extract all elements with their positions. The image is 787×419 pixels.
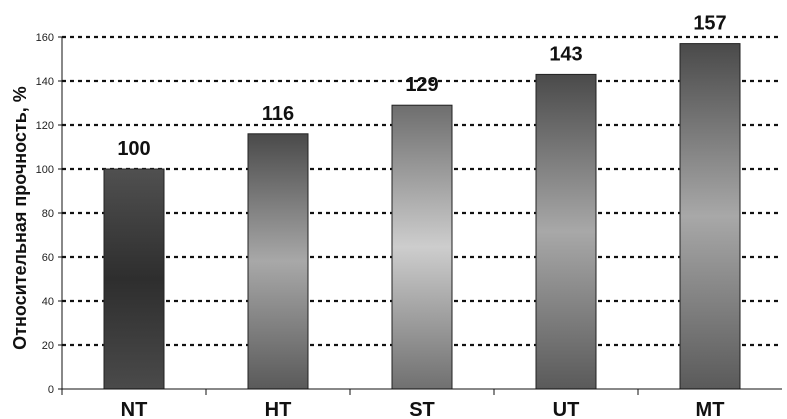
x-category-label: HT bbox=[265, 399, 292, 419]
y-tick-label: 0 bbox=[48, 384, 54, 396]
y-tick-label: 100 bbox=[36, 164, 54, 176]
bar-ut bbox=[535, 73, 597, 390]
bar-st bbox=[391, 104, 453, 390]
bar-value-label: 116 bbox=[262, 103, 294, 125]
y-tick-label: 160 bbox=[36, 32, 54, 44]
x-category-label: NT bbox=[121, 399, 148, 419]
x-category-label: UT bbox=[553, 399, 580, 419]
bar-value-label: 157 bbox=[693, 13, 726, 35]
x-category-label: MT bbox=[696, 399, 725, 419]
bar-mt bbox=[679, 43, 741, 390]
bar-value-label: 129 bbox=[405, 74, 438, 96]
y-tick-label: 20 bbox=[42, 340, 54, 352]
y-tick-label: 120 bbox=[36, 120, 54, 132]
bar-value-label: 143 bbox=[549, 43, 582, 65]
bar-nt bbox=[103, 168, 165, 390]
y-tick-label: 80 bbox=[42, 208, 54, 220]
y-axis-title: Относительная прочность, % bbox=[10, 86, 30, 350]
x-category-label: ST bbox=[409, 399, 435, 419]
y-tick-label: 40 bbox=[42, 296, 54, 308]
y-tick-label: 60 bbox=[42, 252, 54, 264]
y-tick-label: 140 bbox=[36, 76, 54, 88]
bar-value-label: 100 bbox=[117, 138, 150, 160]
bar-ht bbox=[247, 133, 309, 390]
